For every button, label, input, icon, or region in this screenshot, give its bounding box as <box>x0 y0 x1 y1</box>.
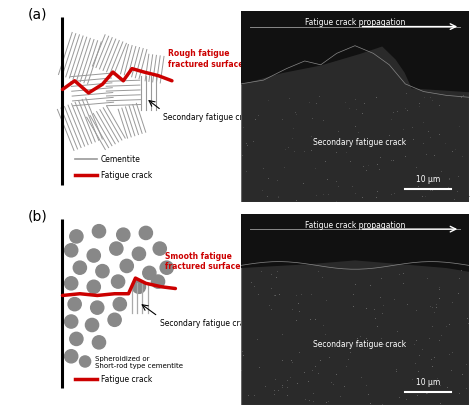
Text: 10 μm: 10 μm <box>416 175 440 184</box>
Circle shape <box>64 277 78 290</box>
Circle shape <box>120 260 133 273</box>
Text: Cementite: Cementite <box>100 155 141 164</box>
Polygon shape <box>241 214 469 272</box>
Circle shape <box>80 356 91 367</box>
Circle shape <box>68 298 81 311</box>
Text: (a): (a) <box>28 7 47 21</box>
Circle shape <box>91 301 104 315</box>
Text: 10 μm: 10 μm <box>416 377 440 386</box>
Circle shape <box>143 267 156 280</box>
Circle shape <box>87 281 100 294</box>
Circle shape <box>70 333 83 346</box>
Circle shape <box>111 275 125 288</box>
Circle shape <box>139 227 153 240</box>
Circle shape <box>151 275 164 288</box>
Text: (b): (b) <box>28 209 47 223</box>
Text: Fatigue crack propagation: Fatigue crack propagation <box>305 220 405 229</box>
Circle shape <box>160 261 173 274</box>
Circle shape <box>85 319 99 332</box>
Circle shape <box>117 229 130 242</box>
Text: Smooth fatigue
fractured surface: Smooth fatigue fractured surface <box>165 252 240 271</box>
Circle shape <box>73 261 86 274</box>
Text: Secondary fatigue crack: Secondary fatigue crack <box>163 113 256 122</box>
Circle shape <box>113 298 127 311</box>
Circle shape <box>132 247 146 261</box>
Circle shape <box>132 281 146 294</box>
Text: Rough fatigue
fractured surface: Rough fatigue fractured surface <box>168 49 244 69</box>
Circle shape <box>108 313 121 327</box>
Circle shape <box>92 336 106 349</box>
Circle shape <box>70 230 83 243</box>
Circle shape <box>96 265 109 278</box>
Circle shape <box>87 249 100 263</box>
Circle shape <box>64 244 78 257</box>
Polygon shape <box>241 12 469 92</box>
Circle shape <box>92 225 106 238</box>
Text: Fatigue crack: Fatigue crack <box>100 171 152 180</box>
Text: Secondary fatigue crack: Secondary fatigue crack <box>160 318 253 327</box>
Text: Fatigue crack: Fatigue crack <box>100 374 152 383</box>
Circle shape <box>110 243 123 256</box>
Circle shape <box>153 243 166 256</box>
Text: Spheroidized or
Short-rod type cementite: Spheroidized or Short-rod type cementite <box>95 355 183 368</box>
Circle shape <box>64 350 78 363</box>
Text: Fatigue crack propagation: Fatigue crack propagation <box>305 18 405 27</box>
Text: Secondary fatigue crack: Secondary fatigue crack <box>313 339 406 348</box>
Text: Secondary fatigue crack: Secondary fatigue crack <box>313 137 406 146</box>
Circle shape <box>64 315 78 328</box>
